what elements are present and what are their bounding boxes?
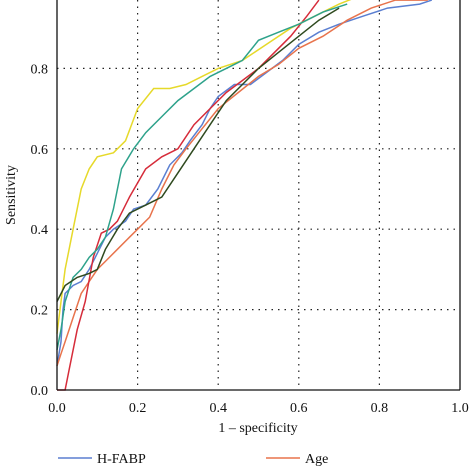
x-tick-label: 0.0 bbox=[48, 401, 66, 416]
roc-curve-3 bbox=[57, 0, 320, 391]
y-tick-label: 0.6 bbox=[31, 143, 49, 158]
roc-curve-2 bbox=[56, 0, 428, 367]
x-axis-label: 1 – specificity bbox=[218, 421, 297, 436]
legend: H-FABP Age bbox=[58, 452, 328, 467]
y-axis-label: Sensitivity bbox=[4, 165, 19, 225]
plot-frame bbox=[56, 0, 461, 391]
grid-lines bbox=[57, 0, 460, 390]
roc-curve-1 bbox=[56, 0, 433, 367]
roc-curve-6 bbox=[56, 7, 340, 302]
legend-label-age: Age bbox=[305, 452, 328, 467]
legend-label-h-fabp: H-FABP bbox=[97, 452, 146, 467]
roc-curve-4 bbox=[56, 0, 352, 334]
y-tick-label: 0.8 bbox=[31, 62, 49, 77]
y-tick-label: 0.0 bbox=[31, 384, 49, 399]
x-tick-label: 0.8 bbox=[371, 401, 389, 416]
x-tick-label: 0.2 bbox=[129, 401, 147, 416]
tick-labels: 0.0 0.2 0.4 0.6 0.8 1.0 0.0 0.2 0.4 0.6 0.8 bbox=[31, 62, 469, 416]
x-tick-label: 1.0 bbox=[451, 401, 469, 416]
x-tick-label: 0.4 bbox=[209, 401, 227, 416]
roc-curve-5 bbox=[56, 3, 348, 350]
y-tick-label: 0.4 bbox=[31, 223, 49, 238]
y-tick-label: 0.2 bbox=[31, 304, 49, 319]
x-tick-label: 0.6 bbox=[290, 401, 308, 416]
roc-curves bbox=[56, 0, 433, 391]
